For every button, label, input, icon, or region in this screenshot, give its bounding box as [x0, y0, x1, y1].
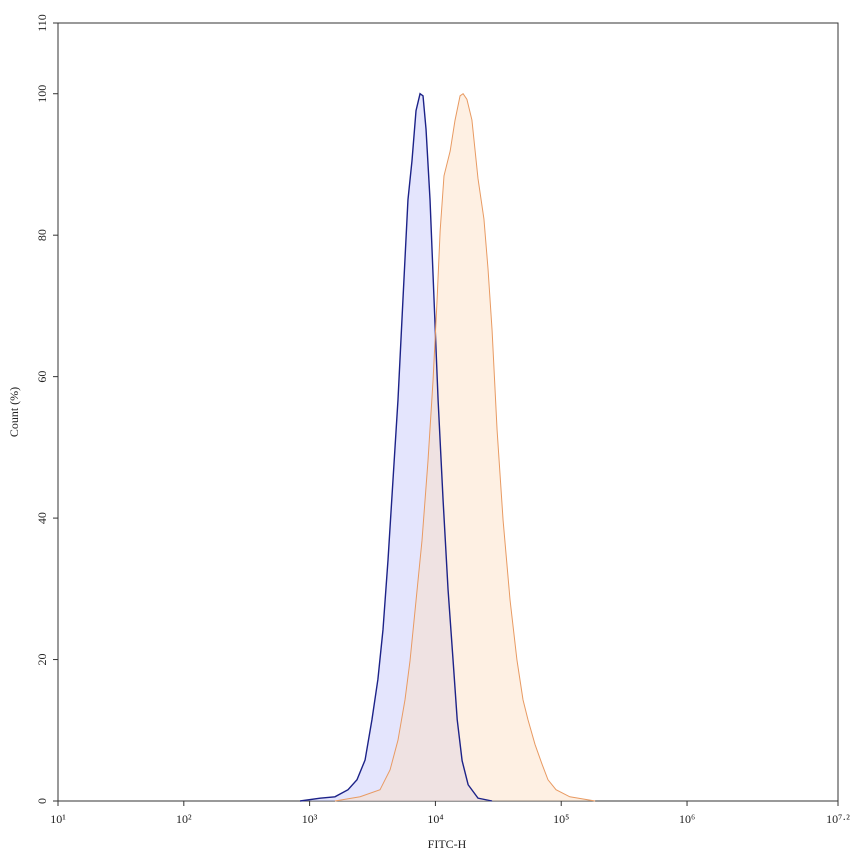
plot-frame	[57, 22, 839, 802]
y-tick-label: 100	[35, 85, 49, 103]
x-axis-label: FITC-H	[428, 837, 467, 851]
x-tick-label: 10⁷·²	[826, 812, 850, 826]
y-tick-label: 20	[35, 654, 49, 666]
x-tick-label: 10⁵	[553, 812, 569, 826]
histogram-line	[299, 92, 493, 802]
y-tick-label: 0	[35, 798, 49, 804]
x-tick-label: 10²	[176, 812, 192, 826]
x-tick-label: 10⁴	[427, 812, 443, 826]
x-tick-label: 10³	[302, 812, 318, 826]
y-tick-label: 110	[35, 14, 49, 32]
x-tick-label: 10⁶	[679, 812, 695, 826]
histogram-line	[334, 93, 596, 802]
x-tick-label: 10¹	[50, 812, 66, 826]
y-tick-label: 80	[35, 229, 49, 241]
y-axis-label: Count (%)	[7, 387, 21, 437]
histogram-area	[300, 93, 493, 802]
y-tick-label: 40	[35, 512, 49, 524]
y-tick-label: 60	[35, 371, 49, 383]
histogram-area	[334, 93, 596, 802]
